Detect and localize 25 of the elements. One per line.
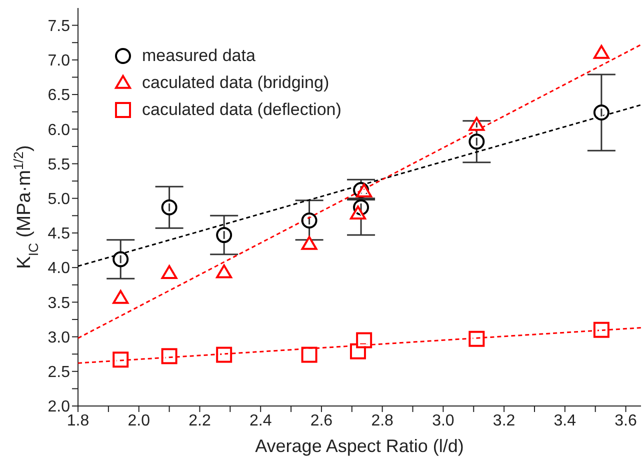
- x-tick-label: 2.8: [371, 412, 394, 430]
- y-tick-label: 3.5: [48, 294, 70, 312]
- x-tick-label: 3.0: [432, 412, 454, 430]
- x-tick-label: 3.6: [614, 412, 638, 430]
- legend-label: caculated data (deflection): [142, 100, 342, 120]
- y-tick-label: 3.0: [48, 329, 70, 346]
- point: [301, 212, 318, 228]
- y-tick-label: 4.0: [48, 260, 70, 278]
- x-tick-label: 2.6: [310, 412, 333, 430]
- x-tick-label: 2.4: [249, 412, 272, 430]
- legend-label: caculated data (bridging): [142, 72, 330, 92]
- y-tick-label: 6.5: [48, 87, 70, 104]
- y-tick-label: 7.5: [48, 18, 70, 35]
- y-tick-label: 6.0: [48, 122, 70, 139]
- x-tick-label: 2.2: [188, 412, 211, 430]
- x-tick-label: 3.2: [492, 412, 516, 430]
- x-tick-label: 3.4: [554, 412, 576, 430]
- y-tick-label: 7.0: [48, 52, 70, 70]
- legend-label: measured data: [142, 46, 256, 66]
- y-tick-label: 4.5: [48, 226, 70, 243]
- y-tick-label: 5.5: [48, 156, 70, 174]
- x-tick-label: 2.0: [128, 412, 150, 430]
- y-tick-label: 2.5: [48, 364, 70, 382]
- x-axis-title: Average Aspect Ratio (l/d): [255, 436, 464, 456]
- y-tick-label: 5.0: [48, 191, 70, 208]
